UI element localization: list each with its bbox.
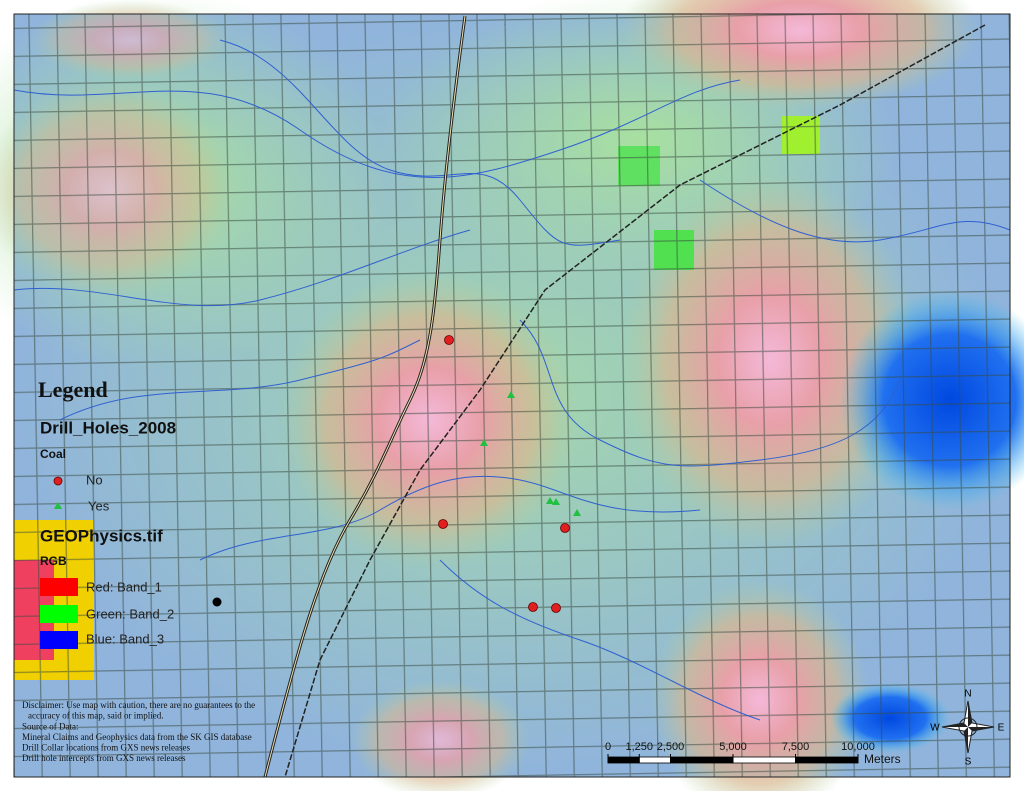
scale-label: 0 (605, 741, 611, 753)
drill-hole-no (528, 602, 538, 612)
disclaimer-line: Disclaimer: Use map with caution, there … (22, 700, 255, 710)
drill-hole-no (444, 335, 454, 345)
legend-label: Blue: Band_3 (86, 631, 164, 646)
drill-hole-no (438, 519, 448, 529)
legend-label: No (86, 472, 103, 487)
drill-hole-no (560, 523, 570, 533)
scale-segment (732, 756, 796, 764)
scale-label: 7,500 (782, 741, 810, 753)
scale-segment (670, 756, 734, 764)
drill-hole-yes (546, 497, 554, 504)
scale-label: 10,000 (841, 741, 875, 753)
drill-hole-no (551, 603, 561, 613)
legend-label: Yes (88, 498, 110, 513)
drill-hole-yes (480, 439, 488, 446)
disclaimer-line: accuracy of this map, said or implied. (28, 711, 163, 721)
legend-label: Red: Band_1 (86, 579, 162, 594)
scale-label: 1,250 (625, 741, 653, 753)
legend-swatch (40, 631, 78, 649)
legend-swatch (40, 578, 78, 596)
compass-s: S (965, 757, 972, 768)
legend: Legend Drill_Holes_2008 Coal No Yes GEOP… (38, 377, 176, 649)
compass-e: E (998, 723, 1005, 734)
layer-name: GEOPhysics.tif (40, 526, 163, 545)
scale-segment (638, 756, 671, 764)
legend-swatch (40, 605, 78, 623)
frame (13, 13, 1011, 778)
rivers (13, 39, 1011, 721)
layer-name: Drill_Holes_2008 (40, 418, 176, 437)
legend-title: Legend (38, 377, 108, 402)
scale-unit: Meters (864, 752, 901, 766)
disclaimer-line: Mineral Claims and Geophysics data from … (22, 732, 252, 742)
drill-hole-yes (507, 391, 515, 398)
legend-label: Green: Band_2 (86, 606, 174, 621)
drill-holes (212, 335, 581, 613)
scale-label: 2,500 (657, 741, 685, 753)
disclaimer-line: Drill hole intercepts from GXS news rele… (22, 753, 186, 763)
disclaimer: Disclaimer: Use map with caution, there … (22, 700, 255, 763)
point (212, 597, 222, 607)
compass: N E S W (930, 689, 1004, 768)
road-center (264, 15, 466, 778)
drill-hole-yes (573, 509, 581, 516)
compass-w: W (930, 723, 940, 734)
layer-field: RGB (40, 554, 67, 568)
disclaimer-line: Source of Data: (22, 721, 78, 731)
compass-n: N (964, 689, 971, 700)
layer-field: Coal (40, 447, 66, 461)
drill-hole-yes (552, 498, 560, 505)
scale-segment (607, 756, 640, 764)
disclaimer-line: Drill Collar locations from GXS news rel… (22, 742, 190, 752)
scale-segment (795, 756, 859, 764)
legend-symbol (54, 502, 62, 509)
scale-label: 5,000 (719, 741, 747, 753)
railway (284, 24, 986, 778)
legend-symbol (53, 476, 63, 486)
